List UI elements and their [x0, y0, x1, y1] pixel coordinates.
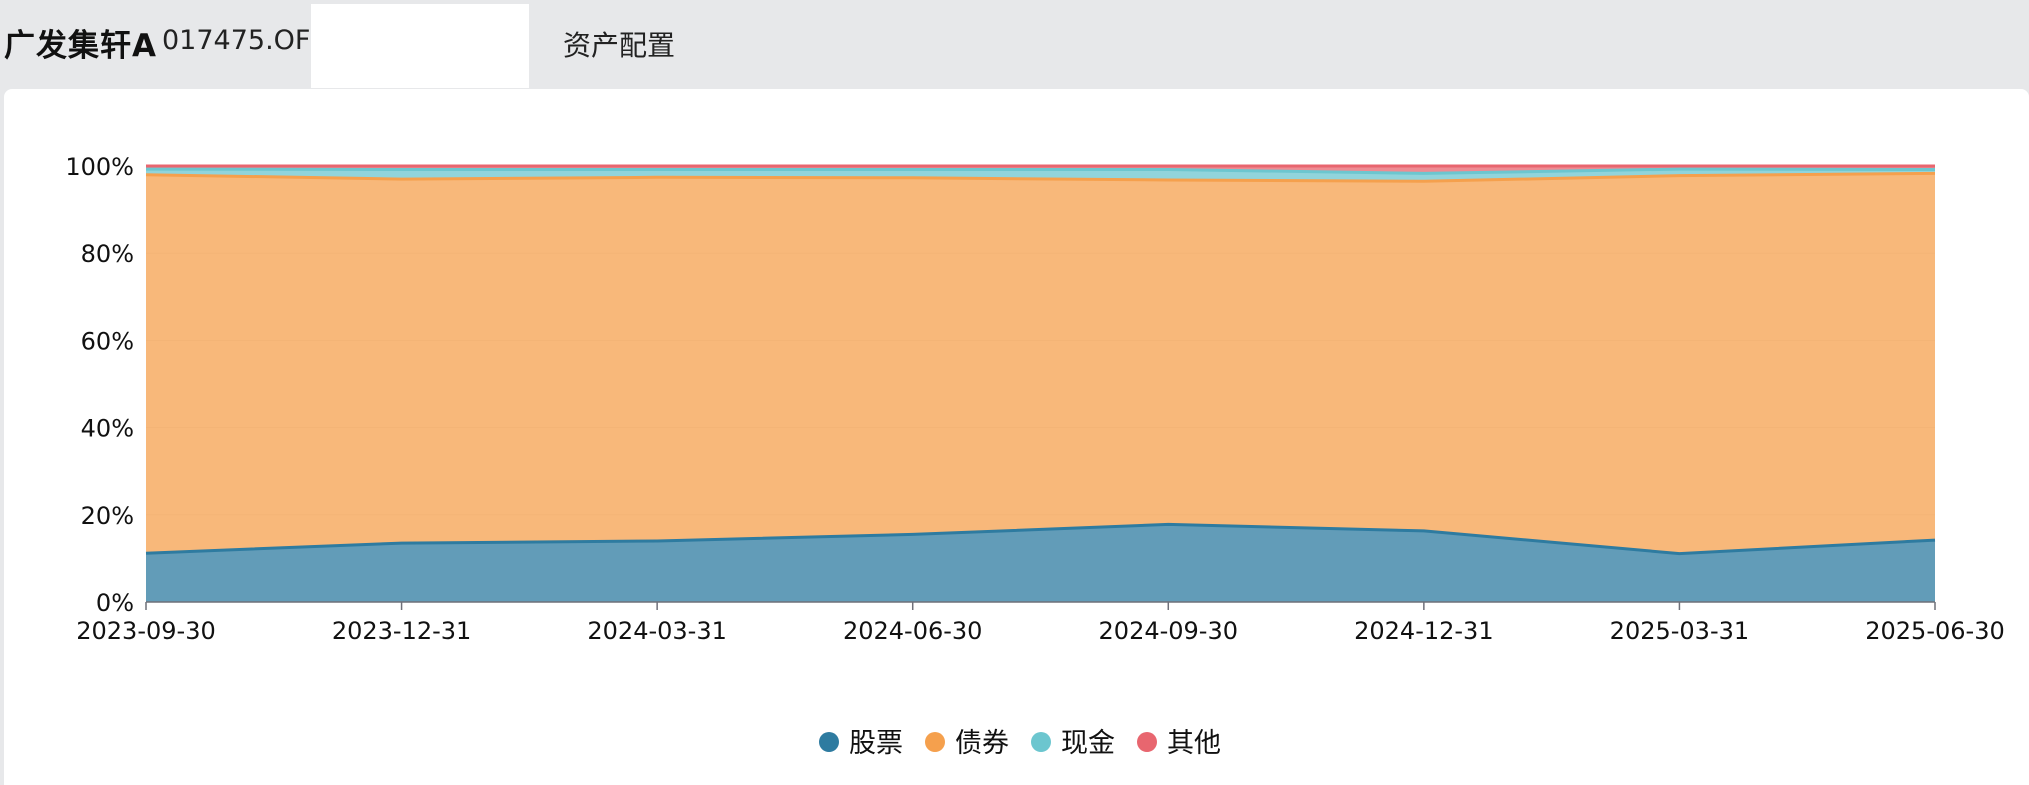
y-tick-label: 40%: [81, 415, 134, 443]
y-tick-label: 100%: [65, 153, 134, 181]
legend-marker: [819, 732, 839, 752]
fund-code: 017475.OF: [162, 25, 311, 56]
area-债券: [146, 173, 1935, 554]
legend: 股票 债券 现金 其他: [819, 728, 1221, 759]
y-tick-label: 0%: [96, 589, 134, 617]
tab-asset-allocation[interactable]: 资产配置: [563, 29, 676, 62]
x-tick-label: 2023-09-30: [76, 617, 215, 645]
x-tick-label: 2025-03-31: [1610, 617, 1749, 645]
legend-label: 股票: [849, 728, 903, 759]
legend-label: 现金: [1061, 728, 1115, 759]
series-lines: [145, 164, 1936, 556]
legend-label: 债券: [955, 728, 1009, 759]
legend-marker: [1137, 732, 1157, 752]
top-bar: 广发集轩A 017475.OF 资产配置: [0, 0, 2029, 88]
x-tick-label: 2024-03-31: [587, 617, 726, 645]
area-现金: [146, 169, 1935, 182]
legend-marker: [1031, 732, 1051, 752]
y-tick-label: 80%: [81, 240, 134, 268]
line-债券: [145, 171, 1936, 183]
axes: 0% 20% 40% 60% 80% 100% 2023-09-30 2023-12-31 20…: [65, 153, 2004, 645]
x-tick-label: 2025-06-30: [1865, 617, 2004, 645]
y-tick-label: 20%: [81, 502, 134, 530]
line-股票: [145, 522, 1936, 556]
fund-name: 广发集轩A: [4, 28, 157, 64]
legend-label: 其他: [1167, 728, 1221, 759]
line-现金: [145, 167, 1936, 175]
x-tick-label: 2023-12-31: [332, 617, 471, 645]
y-tick-label: 60%: [81, 327, 134, 355]
x-tick-label: 2024-06-30: [843, 617, 982, 645]
area-series: [146, 166, 1935, 602]
x-tick-label: 2024-09-30: [1099, 617, 1238, 645]
x-tick-label: 2024-12-31: [1354, 617, 1493, 645]
asset-allocation-chart: 0% 20% 40% 60% 80% 100% 2023-09-30 2023-12-31 20…: [65, 153, 2004, 759]
legend-marker: [925, 732, 945, 752]
blank-tab[interactable]: [311, 4, 529, 88]
chart-panel: 0% 20% 40% 60% 80% 100% 2023-09-30 2023-12-31 20…: [4, 89, 2029, 785]
area-股票: [146, 524, 1935, 602]
